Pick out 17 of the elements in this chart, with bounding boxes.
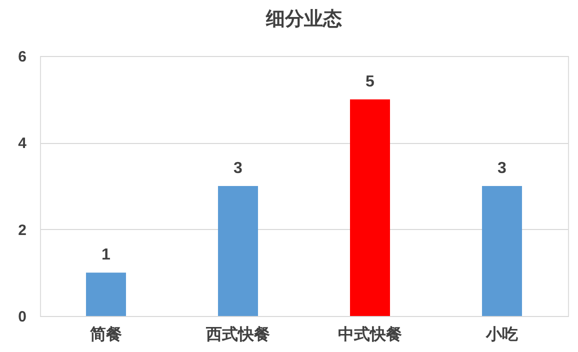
chart-title: 细分业态 bbox=[265, 8, 342, 30]
data-label: 3 bbox=[498, 160, 507, 177]
y-tick-label: 2 bbox=[18, 222, 26, 239]
data-label: 1 bbox=[102, 246, 111, 264]
y-tick-label: 0 bbox=[18, 308, 26, 326]
bar bbox=[86, 272, 126, 316]
x-tick-label: 西式快餐 bbox=[205, 326, 270, 344]
bar bbox=[482, 186, 522, 316]
x-tick-label: 小吃 bbox=[485, 326, 518, 344]
bar bbox=[350, 99, 390, 316]
x-tick-label: 中式快餐 bbox=[338, 326, 402, 344]
bar bbox=[218, 186, 258, 316]
y-tick-label: 6 bbox=[18, 48, 26, 66]
data-label: 5 bbox=[366, 73, 375, 90]
data-label: 3 bbox=[234, 160, 243, 177]
y-tick-label: 4 bbox=[18, 135, 28, 152]
x-tick-label: 简餐 bbox=[89, 326, 122, 344]
